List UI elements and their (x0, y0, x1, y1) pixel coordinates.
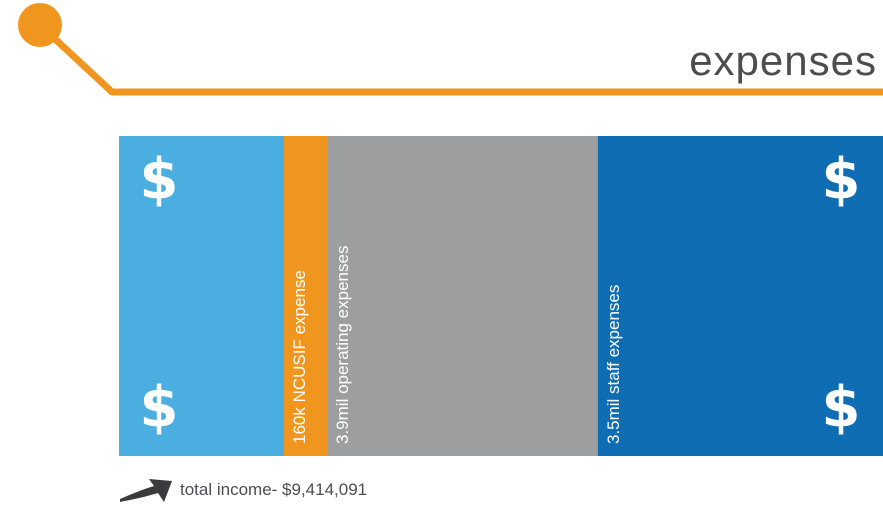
page-title: expenses (689, 37, 877, 84)
bar-segment-4 (597, 136, 883, 456)
total-income-label: total income- $9,414,091 (180, 480, 368, 499)
header-decoration (18, 3, 883, 96)
bar-segment-1 (119, 136, 285, 456)
segment-label-3: 3.9mil operating expenses (333, 246, 352, 444)
header-rule (37, 22, 883, 96)
dollar-icon-bottom-left: $ (140, 375, 179, 440)
segment-label-2: 160k NCUSIF expense (290, 270, 309, 444)
dollar-icon-top-right: $ (822, 147, 861, 212)
dollar-icon-top-left: $ (140, 147, 179, 212)
curved-arrow-icon (120, 479, 172, 502)
footer: total income- $9,414,091 (118, 474, 367, 506)
bar-segment-3 (327, 136, 599, 456)
segment-label-4: 3.5mil staff expenses (604, 285, 623, 444)
dollar-icon-bottom-right: $ (822, 375, 861, 440)
bar-segment-2 (283, 136, 328, 456)
